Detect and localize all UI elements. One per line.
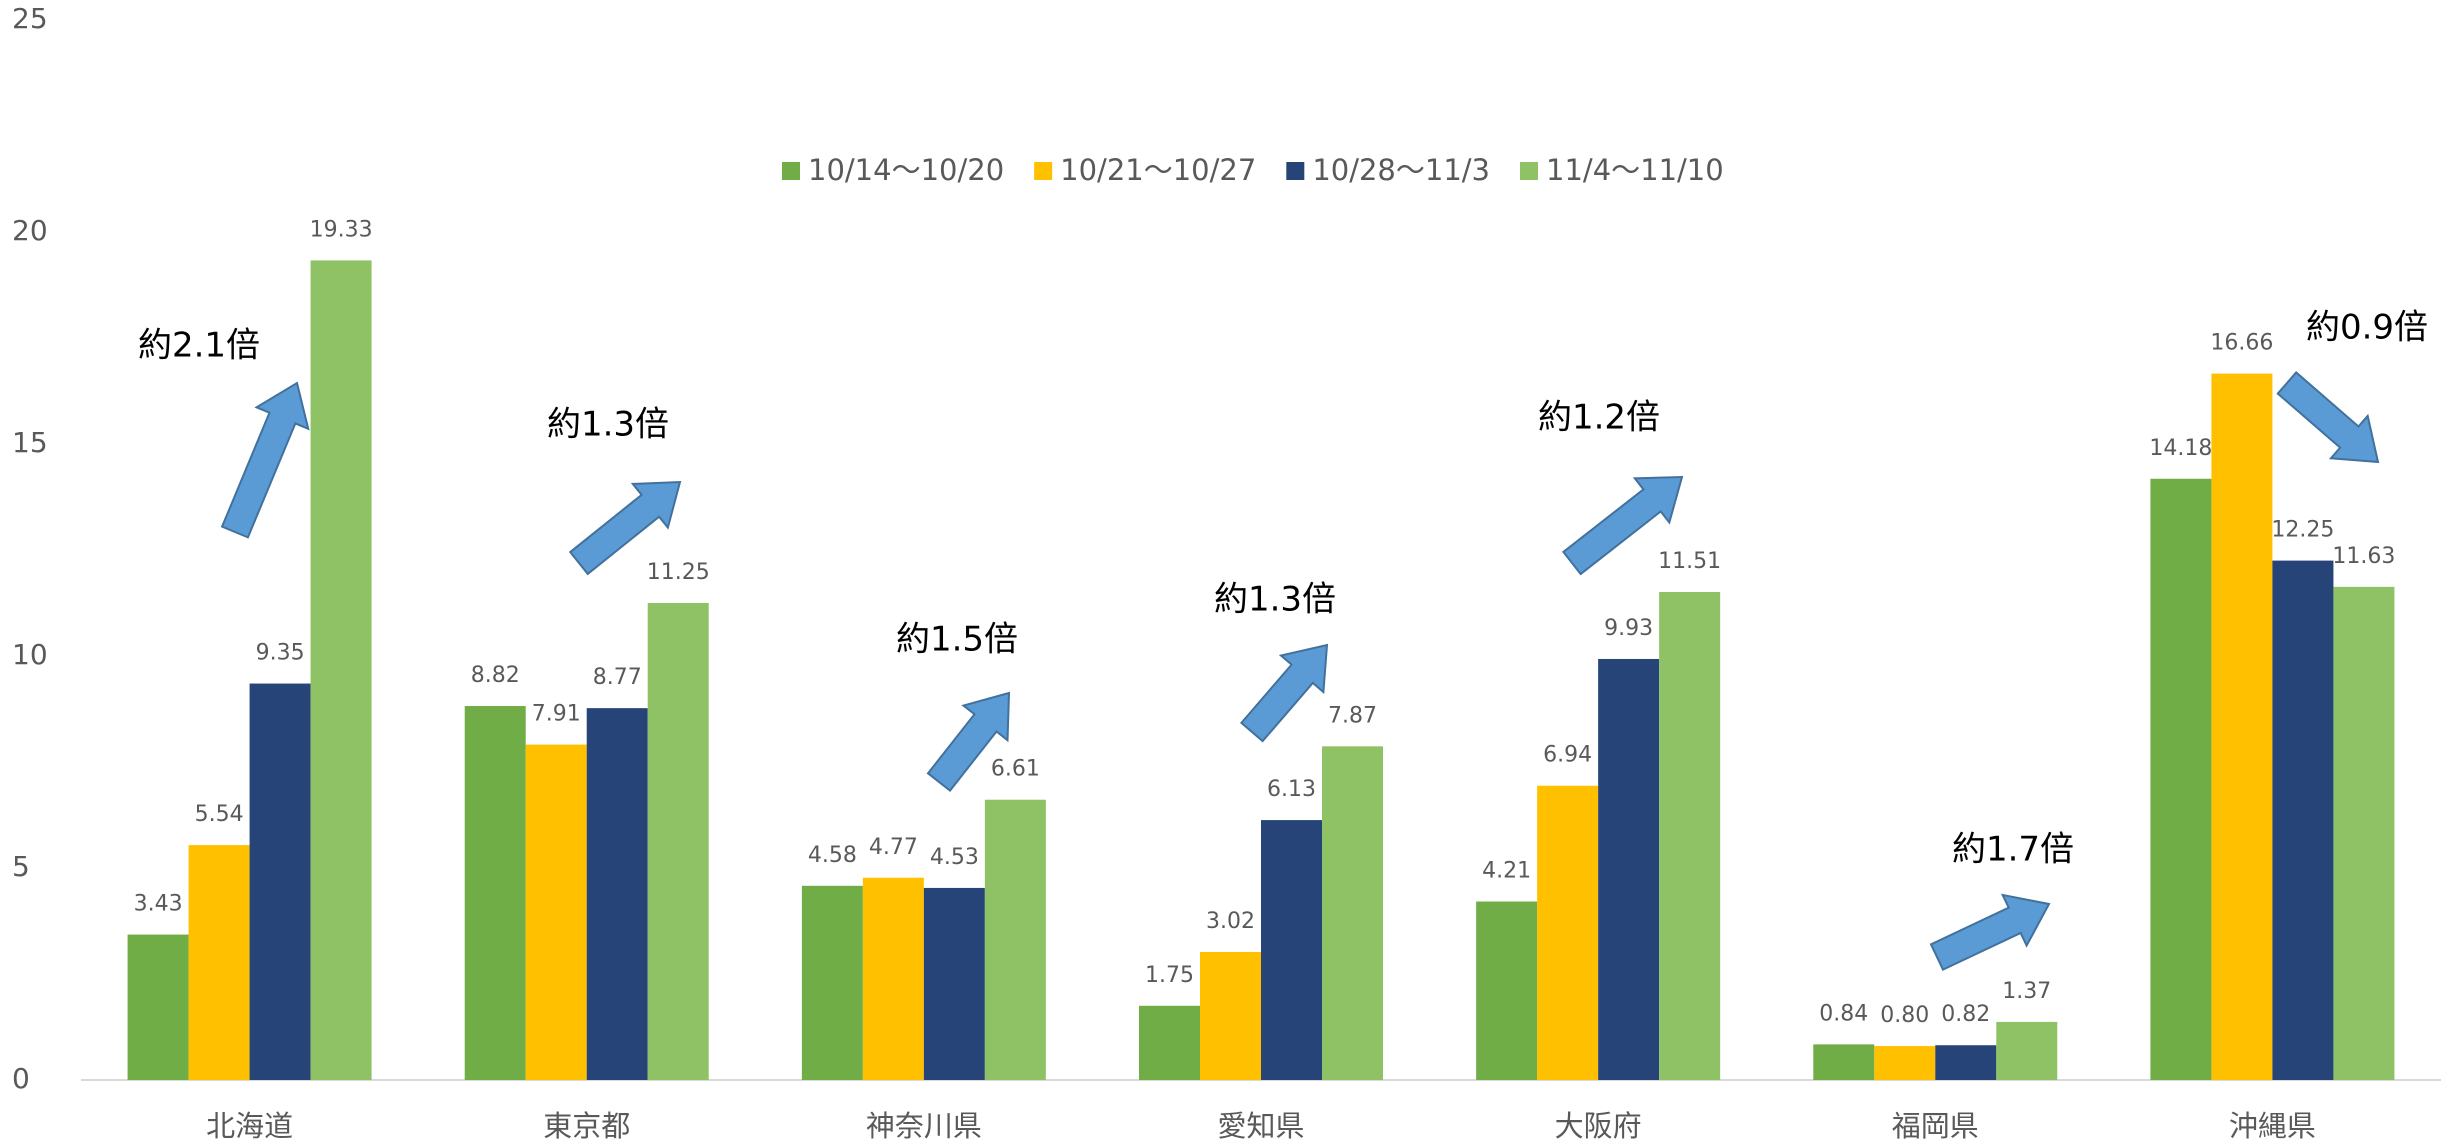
value-label: 11.51 <box>1658 549 1721 574</box>
bar <box>2272 560 2334 1080</box>
value-label: 12.25 <box>2271 518 2334 543</box>
arrow <box>568 480 682 576</box>
value-label: 4.77 <box>869 835 918 860</box>
legend-label: 10/28～11/3 <box>1312 153 1490 187</box>
legend-swatch <box>1286 162 1305 180</box>
y-tick-label: 10 <box>12 638 48 671</box>
x-tick-label: 大阪府 <box>1555 1109 1642 1143</box>
value-label: 19.33 <box>310 217 373 242</box>
x-tick-label: 北海道 <box>206 1109 293 1143</box>
legend-label: 10/14～10/20 <box>808 153 1004 187</box>
value-label: 14.18 <box>2149 436 2212 461</box>
annotation: 約1.7倍 <box>1952 830 2074 870</box>
bar <box>1874 1046 1936 1080</box>
value-label: 6.13 <box>1267 777 1316 802</box>
y-tick-label: 5 <box>12 850 30 883</box>
value-label: 0.82 <box>1941 1002 1990 1027</box>
bar <box>1813 1044 1875 1080</box>
legend-label: 10/21～10/27 <box>1060 153 1256 187</box>
bar <box>1261 820 1322 1080</box>
arrow <box>220 381 310 539</box>
legend-swatch <box>1520 162 1539 180</box>
x-tick-label: 愛知県 <box>1217 1109 1304 1143</box>
annotation: 約1.3倍 <box>1214 580 1336 620</box>
arrow <box>1929 893 2051 971</box>
x-tick-label: 神奈川県 <box>866 1109 982 1143</box>
value-label: 11.63 <box>2332 544 2395 569</box>
value-label: 7.91 <box>532 702 581 727</box>
annotation: 約1.3倍 <box>547 405 669 445</box>
bar <box>1200 951 1261 1080</box>
value-label: 3.43 <box>134 892 183 917</box>
annotation: 約1.2倍 <box>1538 398 1660 438</box>
bar <box>1598 658 1660 1080</box>
bar <box>862 877 924 1080</box>
bar <box>1996 1021 2058 1080</box>
value-label: 1.75 <box>1145 963 1194 988</box>
y-tick-label: 0 <box>12 1062 30 1095</box>
bar <box>1322 746 1383 1080</box>
annotation: 約0.9倍 <box>2306 308 2428 348</box>
bar <box>127 934 189 1080</box>
annotation: 約1.5倍 <box>896 620 1018 660</box>
value-label: 4.21 <box>1482 858 1531 883</box>
bar <box>1139 1005 1200 1080</box>
bar <box>1935 1045 1997 1080</box>
y-tick-label: 20 <box>12 214 48 247</box>
bar <box>188 845 250 1080</box>
bar <box>310 260 372 1081</box>
value-label: 9.93 <box>1604 616 1653 641</box>
bar <box>801 885 863 1080</box>
arrow <box>1239 643 1329 743</box>
value-label: 0.84 <box>1819 1001 1868 1026</box>
arrow <box>2276 371 2380 464</box>
value-label: 6.61 <box>991 757 1040 782</box>
bar <box>249 683 311 1080</box>
x-tick-label: 東京都 <box>543 1109 630 1143</box>
y-tick-label: 15 <box>12 426 48 459</box>
x-tick-label: 福岡県 <box>1892 1109 1979 1143</box>
y-tick-label: 25 <box>12 2 48 35</box>
value-label: 11.25 <box>647 560 710 585</box>
value-label: 1.37 <box>2002 979 2051 1004</box>
value-label: 0.80 <box>1880 1003 1929 1028</box>
legend-swatch <box>1034 162 1053 180</box>
value-label: 16.66 <box>2210 331 2273 356</box>
value-label: 8.77 <box>593 665 642 690</box>
bar <box>1476 901 1538 1080</box>
bar <box>1537 785 1599 1080</box>
arrow <box>926 691 1011 793</box>
annotation: 約2.1倍 <box>138 326 260 366</box>
value-label: 6.94 <box>1543 743 1592 768</box>
value-label: 4.58 <box>808 843 857 868</box>
bar <box>586 708 648 1080</box>
arrow <box>1561 475 1684 576</box>
value-label: 9.35 <box>256 641 305 666</box>
bar <box>923 887 985 1080</box>
legend-swatch <box>782 162 800 180</box>
x-tick-label: 沖縄県 <box>2229 1109 2316 1143</box>
bar <box>2150 478 2212 1080</box>
bar <box>2211 373 2273 1081</box>
value-label: 7.87 <box>1328 703 1377 728</box>
legend-label: 11/4～11/10 <box>1546 153 1724 187</box>
bar <box>647 603 709 1080</box>
value-label: 3.02 <box>1206 909 1255 934</box>
bar <box>1659 591 1721 1080</box>
value-label: 5.54 <box>195 802 244 827</box>
bar <box>2333 586 2395 1080</box>
value-label: 4.53 <box>930 845 979 870</box>
bar <box>525 744 587 1080</box>
bar <box>984 799 1046 1080</box>
value-label: 8.82 <box>471 663 520 688</box>
bar <box>464 706 526 1080</box>
